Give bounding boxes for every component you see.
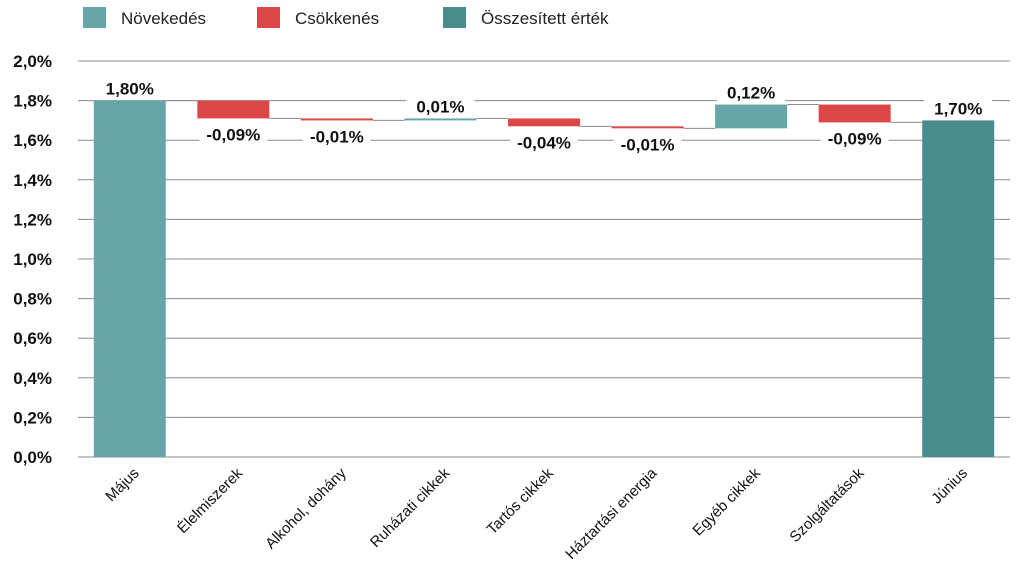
legend-swatch-0 (83, 7, 106, 28)
value-label-text: 1,80% (106, 80, 154, 99)
legend-label-1: Csökkenés (295, 9, 379, 28)
y-tick-label: 2,0% (13, 52, 52, 71)
value-label-1: -0,09% (199, 123, 268, 146)
bar-5 (611, 126, 684, 129)
value-label-text: -0,04% (517, 133, 571, 152)
legend-label-2: Összesített érték (481, 9, 609, 28)
y-axis-ticks: 0,0% 0,2% 0,4% 0,6% 0,8% 1,0% 1,2% 1,4% 1,6% 1,8%… (13, 52, 52, 467)
value-label-2: -0,01% (302, 125, 371, 148)
value-label-3: 0,01% (406, 95, 475, 118)
value-label-text: -0,01% (310, 127, 364, 146)
bar-3 (404, 118, 477, 121)
value-label-text: -0,09% (206, 125, 260, 144)
value-label-7: -0,09% (820, 127, 889, 150)
y-tick-label: 0,2% (13, 408, 52, 427)
category-label-7: Szolgáltatások (786, 464, 867, 545)
category-label-4: Tartós cikkek (483, 464, 557, 538)
bar-2 (300, 118, 373, 121)
connector-lines (165, 100, 923, 129)
category-labels: Május Élelmiszerek Alkohol, dohány Ruházati… (102, 464, 971, 563)
bar-4 (508, 118, 580, 127)
bar-7 (818, 104, 891, 123)
category-label-5: Háztartási energia (562, 464, 661, 563)
bar-8 (922, 120, 995, 458)
legend: Növekedés Csökkenés Összesített érték (83, 7, 609, 28)
value-label-text: 1,70% (934, 99, 982, 118)
value-label-4: -0,04% (510, 131, 578, 154)
value-label-5: -0,01% (613, 133, 682, 156)
y-tick-label: 1,4% (13, 171, 52, 190)
bar-6 (715, 104, 788, 129)
y-tick-label: 1,0% (13, 250, 52, 269)
value-label-8: 1,70% (924, 97, 993, 120)
category-label-1: Élelmiszerek (174, 464, 246, 536)
y-tick-label: 0,8% (13, 290, 52, 309)
bar-1 (197, 100, 270, 119)
legend-label-0: Növekedés (121, 9, 206, 28)
value-label-text: 0,12% (727, 84, 775, 103)
value-label-0: 1,80% (95, 77, 164, 100)
legend-swatch-1 (257, 7, 280, 28)
value-labels: 1,80% -0,09% -0,01% 0,01% -0,04% -0,01% 0,12% -… (95, 77, 993, 156)
bars (93, 100, 995, 458)
category-label-8: Június (928, 465, 971, 508)
legend-swatch-2 (443, 7, 466, 28)
y-tick-label: 0,4% (13, 369, 52, 388)
y-tick-label: 1,2% (13, 210, 52, 229)
y-tick-label: 0,0% (13, 448, 52, 467)
bar-0 (93, 100, 166, 457)
y-tick-label: 1,6% (13, 131, 52, 150)
value-label-text: -0,09% (828, 129, 882, 148)
value-label-text: -0,01% (621, 135, 675, 154)
category-label-0: Május (102, 465, 142, 505)
y-tick-label: 1,8% (13, 92, 52, 111)
value-label-6: 0,12% (717, 81, 786, 104)
category-label-3: Ruházati cikkek (367, 464, 454, 551)
category-label-2: Alkohol, dohány (262, 464, 350, 552)
value-label-text: 0,01% (416, 97, 464, 116)
category-label-6: Egyéb cikkek (689, 464, 764, 539)
y-tick-label: 0,6% (13, 329, 52, 348)
